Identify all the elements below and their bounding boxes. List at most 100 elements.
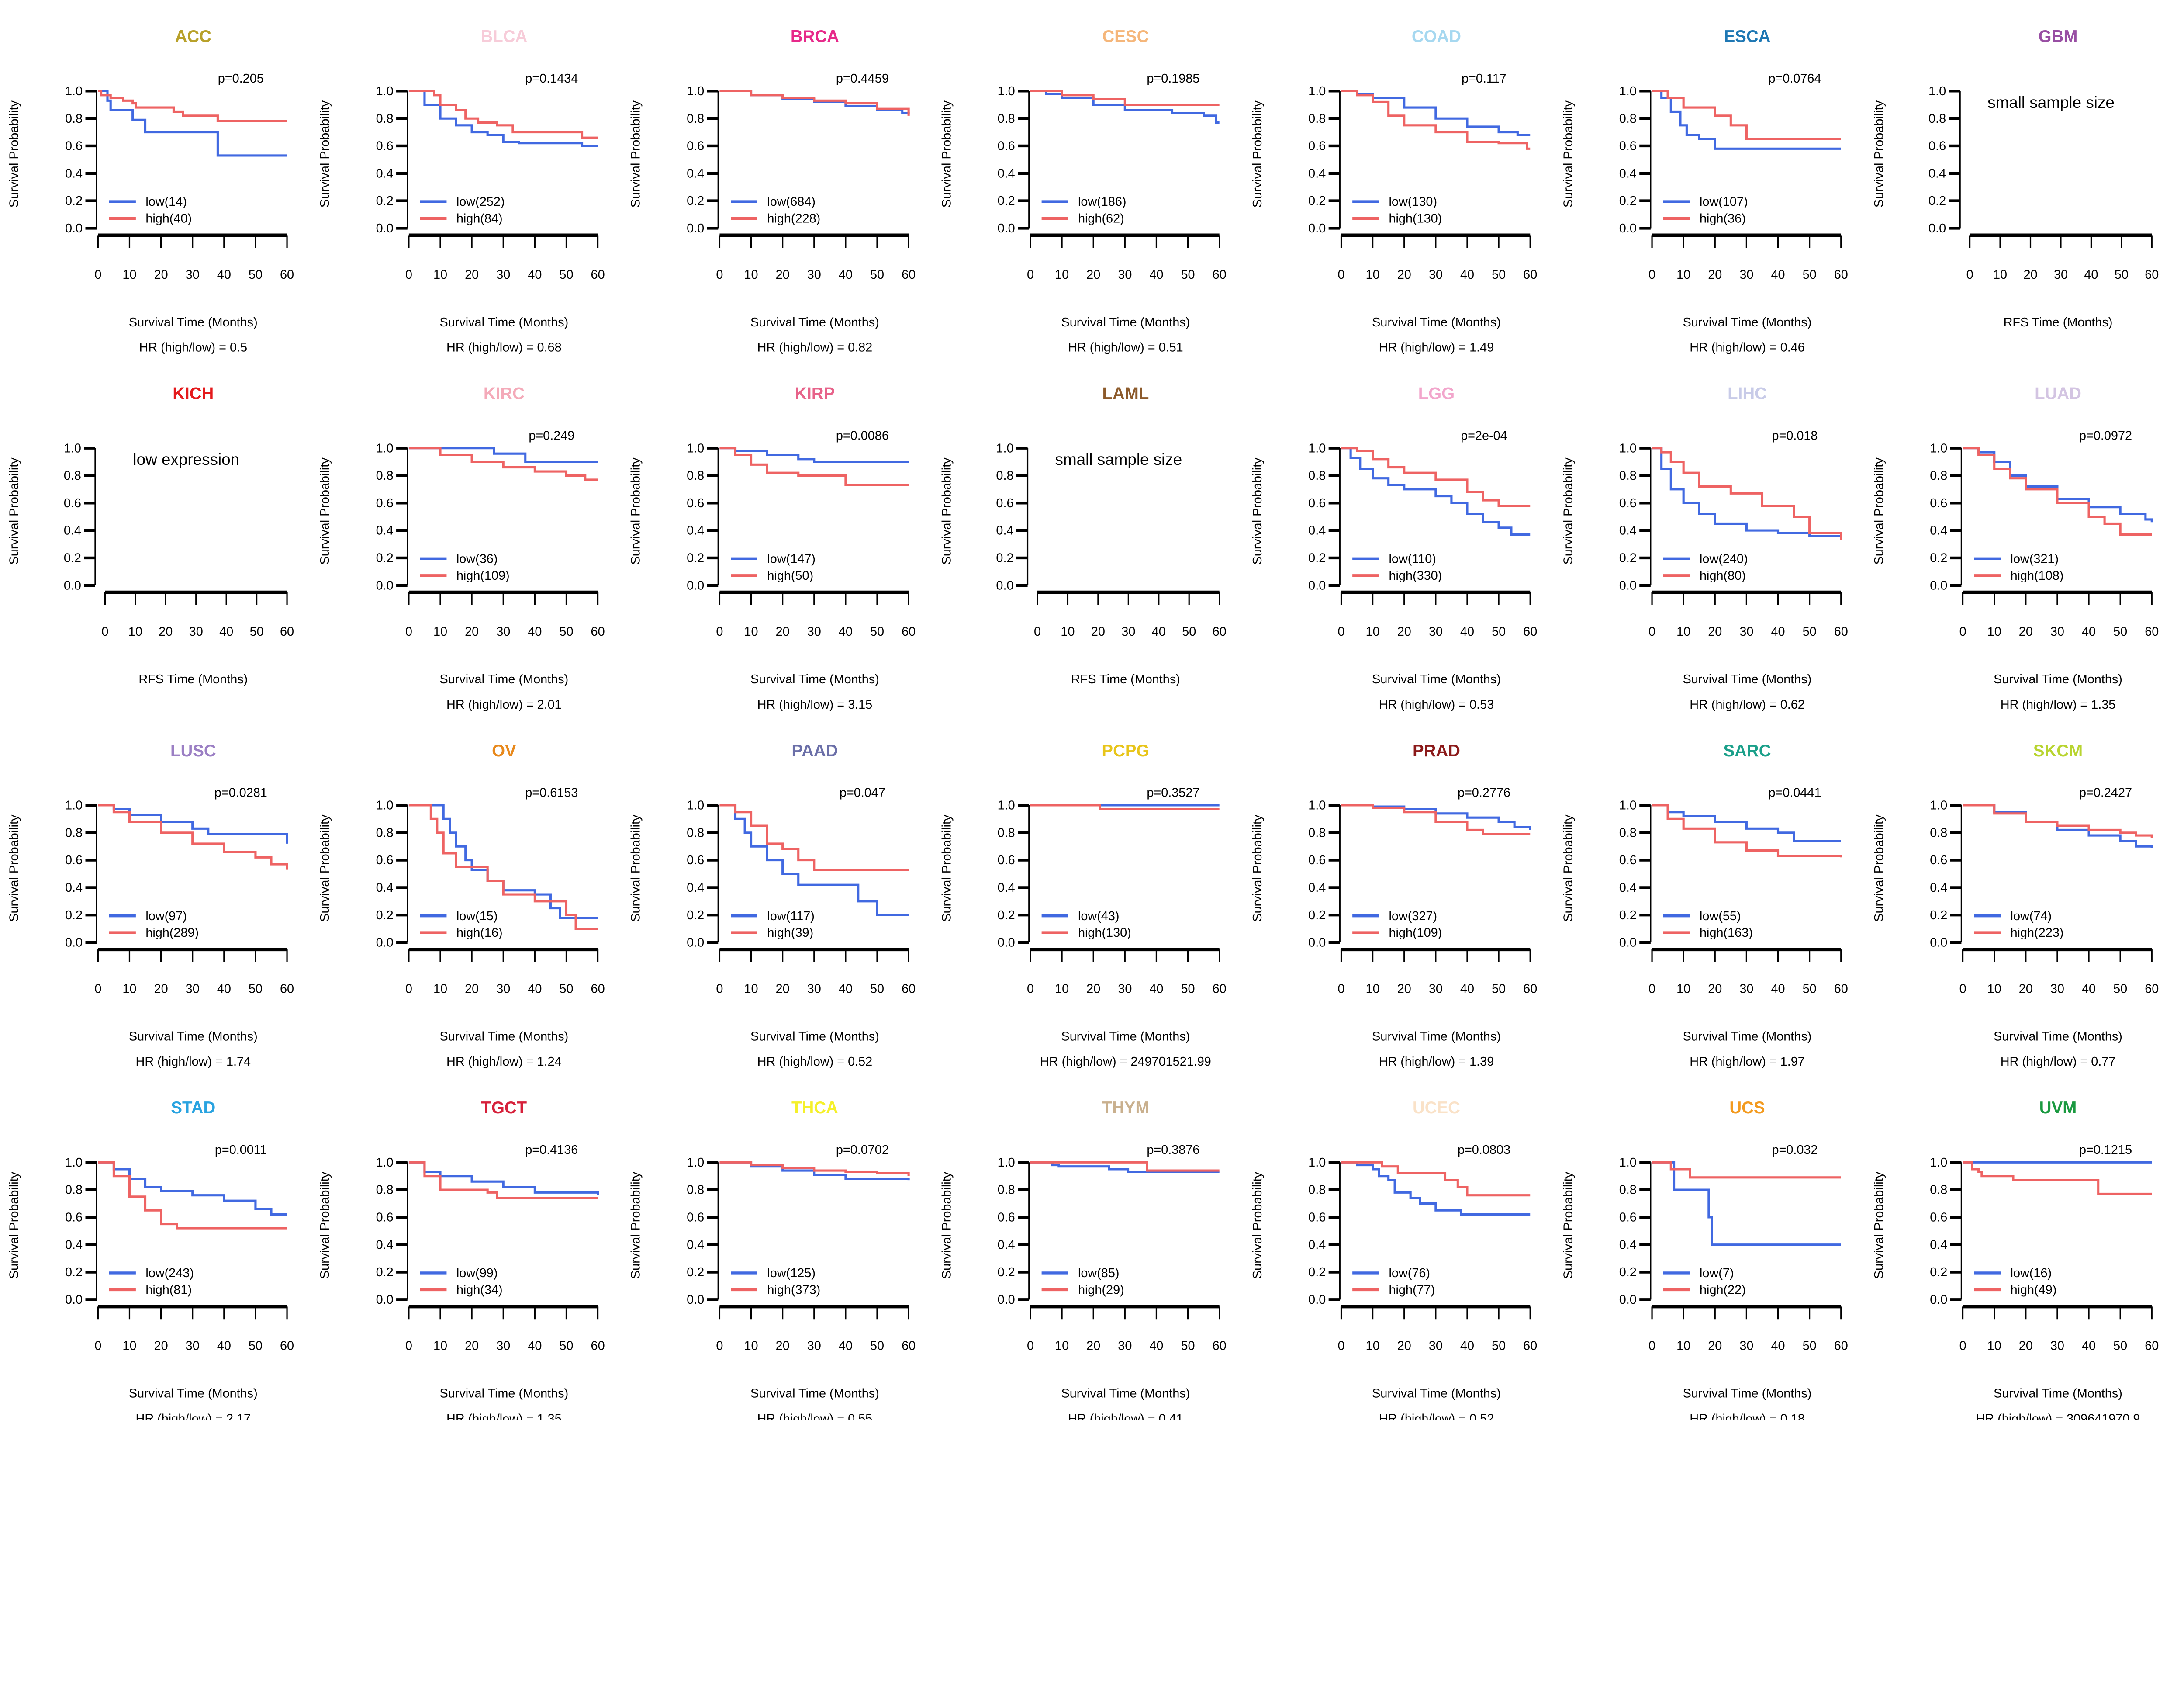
y-tick-label: 0.8 [376, 1183, 394, 1197]
x-tick-label: 20 [776, 1339, 790, 1353]
y-tick-label: 1.0 [996, 441, 1013, 455]
panel-title: LIHC [1728, 384, 1767, 403]
y-tick-label: 0.2 [687, 908, 704, 922]
x-tick-label: 50 [1181, 268, 1195, 282]
y-axis-label: Survival Probability [318, 100, 332, 208]
x-tick-label: 50 [870, 268, 884, 282]
y-tick-label: 1.0 [998, 84, 1015, 98]
panel-title: UVM [2039, 1098, 2077, 1117]
hr-value: 1.24 [537, 1055, 562, 1069]
y-tick-label: 0.4 [1930, 1238, 1947, 1252]
panel-title: SKCM [2033, 741, 2083, 760]
hr-value: 0.53 [1469, 698, 1494, 712]
y-tick-label: 0.0 [687, 1293, 704, 1307]
y-axis-label: Survival Probability [940, 814, 954, 922]
y-tick-label: 0.8 [998, 826, 1015, 840]
high-expression-curve [408, 804, 598, 930]
y-tick-label: 0.4 [376, 1238, 394, 1252]
y-tick-label: 0.6 [376, 139, 394, 153]
y-axis-label: Survival Probability [940, 1171, 954, 1279]
y-tick-label: 0.0 [1308, 578, 1326, 592]
hazard-ratio: HR (high/low) = 0.52 [757, 1055, 873, 1069]
y-tick-label: 0.4 [996, 524, 1013, 538]
km-panel-ov: OV Survival Probability 0.0 0.2 0.4 0.6 0.8 1.0… [318, 741, 605, 1069]
y-tick-label: 0.0 [1930, 1293, 1947, 1307]
x-tick-label: 40 [2084, 268, 2098, 282]
x-tick-label: 10 [744, 982, 758, 996]
x-tick-label: 0 [94, 268, 101, 282]
high-expression-curve [1341, 90, 1531, 150]
x-tick-label: 10 [744, 625, 758, 639]
y-tick-label: 0.0 [65, 222, 83, 236]
y-tick-label: 0.8 [998, 112, 1015, 126]
y-tick-label: 0.8 [998, 1183, 1015, 1197]
high-expression-curve [98, 1161, 287, 1230]
hazard-ratio: HR (high/low) = 1.74 [136, 1055, 251, 1069]
low-expression-curve [1652, 804, 1841, 842]
x-tick-label: 50 [559, 268, 573, 282]
x-axis-label: Survival Time (Months) [1683, 672, 1812, 686]
x-tick-label: 40 [528, 268, 542, 282]
x-tick-label: 50 [1803, 625, 1817, 639]
high-expression-curve [1341, 804, 1531, 835]
y-tick-label: 0.4 [998, 1238, 1015, 1252]
hr-prefix: HR (high/low) = [757, 1055, 848, 1069]
legend-label-high: high(50) [767, 569, 813, 583]
x-tick-label: 50 [1803, 268, 1817, 282]
km-panel-thym: THYM Survival Probability 0.0 0.2 0.4 0.6 0.8 1… [940, 1098, 1226, 1420]
hazard-ratio: HR (high/low) = 1.24 [446, 1055, 562, 1069]
high-expression-curve [719, 1161, 910, 1176]
y-tick-label: 0.0 [687, 578, 704, 592]
hr-value: 0.52 [1469, 1412, 1494, 1420]
legend-label-low: low(125) [767, 1266, 816, 1280]
x-tick-label: 0 [1648, 1339, 1655, 1353]
high-expression-curve [408, 447, 598, 481]
legend-label-low: low(7) [1700, 1266, 1734, 1280]
y-tick-label: 0.8 [376, 469, 394, 483]
y-tick-label: 0.0 [65, 1293, 83, 1307]
low-expression-curve [719, 804, 909, 916]
x-tick-label: 30 [1118, 268, 1132, 282]
legend-label-low: low(252) [456, 195, 505, 209]
y-tick-label: 1.0 [687, 84, 704, 98]
x-axis-label: RFS Time (Months) [2004, 315, 2113, 329]
high-expression-curve [98, 90, 287, 122]
high-expression-curve [1341, 447, 1531, 507]
km-panel-thca: THCA Survival Probability 0.0 0.2 0.4 0.6 0.8 1… [629, 1098, 916, 1420]
y-tick-label: 1.0 [1619, 799, 1637, 813]
hr-prefix: HR (high/low) = [1690, 340, 1780, 354]
y-axis-label: Survival Probability [1872, 457, 1886, 565]
y-tick-label: 0.0 [64, 578, 81, 592]
x-tick-label: 0 [1034, 625, 1041, 639]
p-value: p=0.4136 [525, 1143, 578, 1157]
y-tick-label: 0.8 [1619, 1183, 1637, 1197]
x-tick-label: 0 [405, 982, 412, 996]
y-tick-label: 0.4 [376, 166, 394, 180]
legend-label-high: high(223) [2011, 926, 2064, 940]
y-tick-label: 0.6 [376, 853, 394, 867]
x-tick-label: 60 [1523, 268, 1537, 282]
y-tick-label: 0.0 [687, 936, 704, 950]
hazard-ratio: HR (high/low) = 1.39 [1379, 1055, 1494, 1069]
y-tick-label: 0.0 [687, 222, 704, 236]
panel-title: SARC [1724, 741, 1771, 760]
y-tick-label: 0.6 [65, 139, 83, 153]
legend-label-high: high(109) [456, 569, 510, 583]
x-tick-label: 10 [744, 1339, 758, 1353]
p-value: p=0.032 [1772, 1143, 1818, 1157]
x-tick-label: 0 [1337, 1339, 1344, 1353]
legend-label-low: low(107) [1700, 195, 1748, 209]
panel-note: low expression [133, 450, 239, 468]
hazard-ratio: HR (high/low) = 0.55 [757, 1412, 873, 1420]
x-tick-label: 30 [1118, 1339, 1132, 1353]
x-tick-label: 20 [465, 625, 479, 639]
x-tick-label: 20 [2019, 625, 2033, 639]
x-tick-label: 40 [1152, 625, 1166, 639]
x-tick-label: 60 [280, 982, 294, 996]
y-axis-label: Survival Probability [1251, 1171, 1265, 1279]
high-expression-curve [1652, 90, 1841, 140]
y-tick-label: 0.4 [1308, 524, 1326, 538]
x-tick-label: 10 [1366, 268, 1380, 282]
x-tick-label: 30 [496, 268, 510, 282]
x-axis-label: Survival Time (Months) [1994, 1029, 2122, 1043]
